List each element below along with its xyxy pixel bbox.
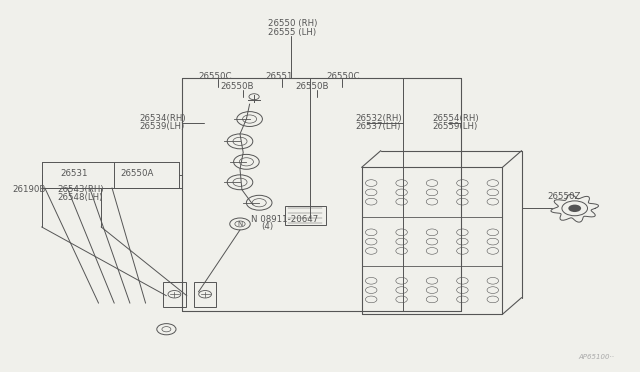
Text: 26539(LH): 26539(LH) [140, 122, 185, 131]
Text: 26550C: 26550C [198, 72, 232, 81]
Text: AP65100··: AP65100·· [579, 354, 614, 360]
Text: 26550A: 26550A [120, 169, 154, 178]
Text: 26532(RH): 26532(RH) [355, 114, 402, 123]
Text: 26555 (LH): 26555 (LH) [268, 28, 316, 37]
Text: 26543(RH): 26543(RH) [58, 185, 104, 194]
Text: N: N [237, 221, 243, 227]
Circle shape [568, 205, 581, 212]
Text: 26550Z: 26550Z [547, 192, 580, 201]
Text: 26559(LH): 26559(LH) [432, 122, 477, 131]
Text: 26550B: 26550B [296, 82, 329, 91]
Text: 26190B: 26190B [13, 185, 46, 194]
Text: 26537(LH): 26537(LH) [355, 122, 401, 131]
Text: 26551: 26551 [266, 72, 293, 81]
Text: (4): (4) [261, 222, 273, 231]
Text: 26548(LH): 26548(LH) [58, 193, 103, 202]
Text: N 08911-20647: N 08911-20647 [251, 215, 318, 224]
Text: 26550 (RH): 26550 (RH) [268, 19, 317, 28]
Text: 26550B: 26550B [221, 82, 254, 91]
Text: 26534(RH): 26534(RH) [140, 114, 186, 123]
Text: 26550C: 26550C [326, 72, 360, 81]
Text: 26554(RH): 26554(RH) [432, 114, 479, 123]
Text: 26531: 26531 [61, 169, 88, 178]
